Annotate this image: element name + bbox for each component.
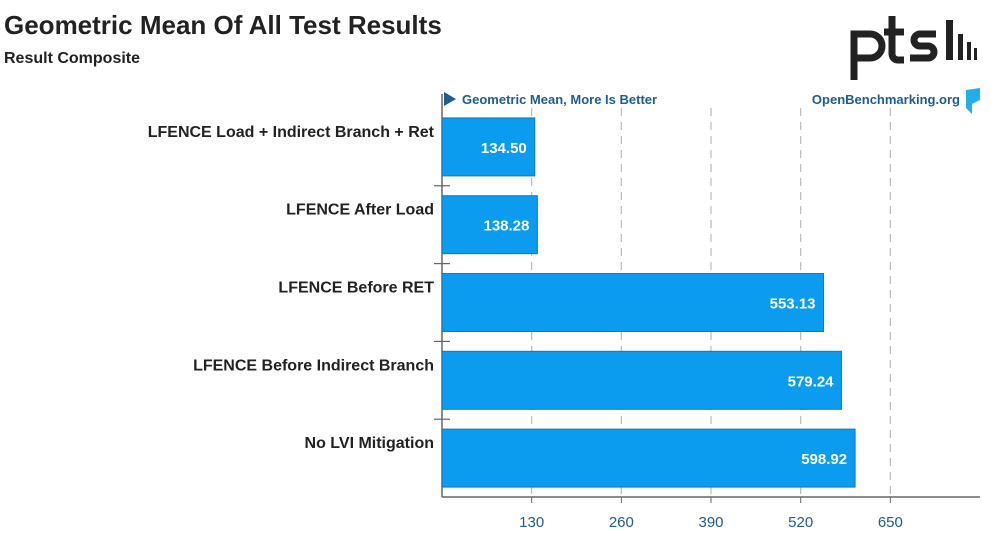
plot-header: Geometric Mean, More Is Better OpenBenchm…	[444, 88, 980, 114]
labels: 134.50 LFENCE Load + Indirect Branch + Re…	[148, 124, 847, 468]
x-tick-label: 390	[698, 514, 723, 531]
bar	[441, 428, 856, 488]
bar	[441, 350, 843, 410]
triangle-icon	[444, 92, 456, 106]
chart-subtitle: Result Composite	[4, 50, 141, 67]
category-label: LFENCE Before Indirect Branch	[193, 357, 434, 374]
value-label: 553.13	[770, 296, 816, 313]
value-label: 598.92	[801, 451, 847, 468]
pts-logo	[850, 16, 977, 80]
x-tick-label: 650	[878, 514, 903, 531]
chart-title: Geometric Mean Of All Test Results	[4, 10, 442, 40]
x-tick-label: 130	[519, 514, 544, 531]
axes: 130 260 390 520 650	[434, 94, 980, 531]
category-label: LFENCE After Load	[286, 202, 434, 219]
x-tick-label: 520	[788, 514, 813, 531]
source-label: OpenBenchmarking.org	[812, 92, 960, 107]
category-label: No LVI Mitigation	[305, 435, 434, 452]
value-label: 579.24	[788, 373, 835, 390]
value-label: 134.50	[481, 140, 527, 157]
bar	[441, 117, 536, 177]
bar	[441, 195, 538, 255]
openbenchmarking-icon	[966, 88, 980, 114]
category-label: LFENCE Before RET	[278, 280, 434, 297]
bar	[441, 273, 825, 332]
value-label: 138.28	[483, 218, 529, 235]
metric-label: Geometric Mean, More Is Better	[462, 92, 657, 107]
category-label: LFENCE Load + Indirect Branch + Ret	[148, 124, 435, 141]
x-tick-label: 260	[609, 514, 634, 531]
bars	[441, 117, 856, 488]
